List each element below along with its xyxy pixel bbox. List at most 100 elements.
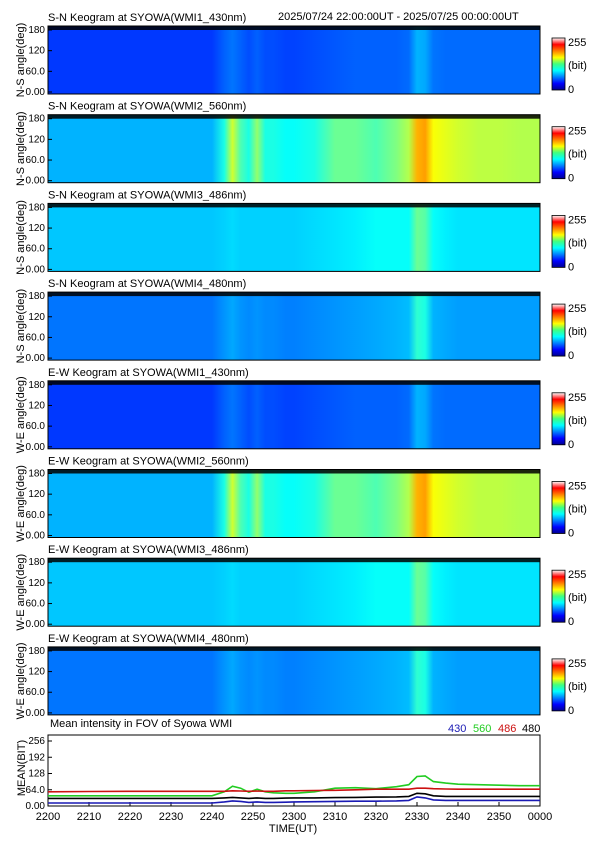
panel-y-axis-label: W-E angle(deg) xyxy=(15,554,27,631)
keogram-panel-6: E-W Keogram at SYOWA(WMI2_560nm)180 120 60… xyxy=(15,456,587,542)
x-axis-label: TIME(UT) xyxy=(269,823,317,835)
mean-y-tick-label: 64.0 xyxy=(26,785,46,796)
x-tick-label: 0000 xyxy=(528,811,552,823)
keogram-image xyxy=(48,114,540,183)
keogram-top-edge xyxy=(48,469,540,474)
y-tick-label: 180 xyxy=(28,557,45,568)
keogram-frame xyxy=(47,557,541,627)
mean-plot-frame xyxy=(47,734,541,807)
x-tick-label: 2310 xyxy=(323,811,347,823)
colorbar-min-label: 0 xyxy=(568,261,574,273)
panel-y-axis-label: N-S angle(deg) xyxy=(15,200,27,275)
y-tick-label: 180 xyxy=(28,114,45,125)
panel-y-axis-label: W-E angle(deg) xyxy=(15,465,27,542)
y-tick-label: 0.00 xyxy=(26,353,46,364)
colorbar-max-label: 255 xyxy=(568,569,586,581)
panel-y-axis-label: N-S angle(deg) xyxy=(15,111,27,186)
keogram-top-edge xyxy=(48,203,540,208)
colorbar-max-label: 255 xyxy=(568,481,586,493)
keogram-panel-7: E-W Keogram at SYOWA(WMI3_486nm)180 120 60… xyxy=(15,544,587,630)
colorbar-max-label: 255 xyxy=(568,126,586,138)
panel-y-axis-label: W-E angle(deg) xyxy=(15,376,27,453)
y-tick-label: 60.0 xyxy=(26,599,46,610)
keogram-panel-4: S-N Keogram at SYOWA(WMI4_480nm)180 120 60… xyxy=(15,278,587,364)
series-line-486 xyxy=(47,787,540,793)
y-tick-label: 60.0 xyxy=(26,332,46,343)
x-tick-label: 2210 xyxy=(77,811,101,823)
colorbar xyxy=(551,569,566,623)
colorbar-min-label: 0 xyxy=(568,350,574,362)
y-tick-label: 180 xyxy=(28,646,45,657)
keogram-frame xyxy=(47,380,541,450)
colorbar xyxy=(551,392,566,446)
y-tick-label: 0.00 xyxy=(26,442,46,453)
keogram-top-edge xyxy=(48,558,540,563)
mean-panel-title: Mean intensity in FOV of Syowa WMI xyxy=(50,718,232,730)
keogram-top-edge xyxy=(48,646,540,651)
y-tick-label: 60.0 xyxy=(26,421,46,432)
y-tick-label: 60.0 xyxy=(26,687,46,698)
series-line-560 xyxy=(48,775,540,797)
y-tick-label: 120 xyxy=(28,223,45,234)
keogram-panel-1: S-N Keogram at SYOWA(WMI1_430nm)180 120 60… xyxy=(15,12,587,98)
colorbar xyxy=(551,37,566,91)
panel-title: S-N Keogram at SYOWA(WMI2_560nm) xyxy=(48,101,246,113)
colorbar-min-label: 0 xyxy=(568,173,574,185)
colorbar-max-label: 255 xyxy=(568,214,586,226)
colorbar-unit-label: (bit) xyxy=(568,237,587,249)
colorbar-max-label: 255 xyxy=(568,37,586,49)
x-tick-label: 2330 xyxy=(405,811,429,823)
colorbar xyxy=(551,303,566,357)
colorbar xyxy=(551,658,566,712)
mean-y-axis-label: MEAN(BIT) xyxy=(16,740,28,796)
colorbar xyxy=(551,481,566,534)
keogram-panel-3: S-N Keogram at SYOWA(WMI3_486nm)180 120 60… xyxy=(15,189,587,275)
colorbar-unit-label: (bit) xyxy=(568,592,587,604)
y-tick-label: 180 xyxy=(28,291,45,302)
x-tick-label: 2320 xyxy=(364,811,388,823)
x-tick-label: 2340 xyxy=(446,811,470,823)
y-tick-label: 0.00 xyxy=(26,264,46,275)
colorbar-unit-label: (bit) xyxy=(568,60,587,72)
keogram-top-edge xyxy=(48,292,540,297)
colorbar-unit-label: (bit) xyxy=(568,149,587,161)
y-tick-label: 180 xyxy=(28,380,45,391)
series-line-480 xyxy=(48,792,540,800)
y-tick-label: 0.00 xyxy=(26,708,46,719)
y-tick-label: 0.00 xyxy=(26,619,46,630)
y-tick-label: 120 xyxy=(28,489,45,500)
y-tick-label: 120 xyxy=(28,46,45,57)
mean-y-tick-label: 192 xyxy=(28,752,45,763)
colorbar xyxy=(551,126,566,180)
legend-480: 480 xyxy=(522,723,540,735)
legend-486: 486 xyxy=(498,723,516,735)
colorbar-min-label: 0 xyxy=(568,705,574,717)
keogram-frame xyxy=(47,469,541,538)
y-tick-label: 0.00 xyxy=(26,531,46,542)
panel-title: E-W Keogram at SYOWA(WMI2_560nm) xyxy=(48,456,249,468)
keogram-frame xyxy=(47,291,541,361)
keogram-top-edge xyxy=(48,114,540,119)
y-tick-label: 120 xyxy=(28,312,45,323)
time-range-header: 2025/07/24 22:00:00UT - 2025/07/25 00:00… xyxy=(278,11,519,23)
keogram-image xyxy=(48,292,540,361)
y-tick-label: 120 xyxy=(28,667,45,678)
y-tick-label: 120 xyxy=(28,578,45,589)
x-tick-label: 2350 xyxy=(487,811,511,823)
keogram-image xyxy=(48,469,540,538)
x-tick-label: 2240 xyxy=(200,811,224,823)
panel-title: S-N Keogram at SYOWA(WMI4_480nm) xyxy=(48,278,246,290)
x-tick-label: 2250 xyxy=(241,811,265,823)
keogram-image xyxy=(48,558,540,627)
mean-intensity-panel: Mean intensity in FOV of Syowa WMI 430 5… xyxy=(16,718,552,835)
mean-y-tick-label: 256 xyxy=(28,736,45,747)
keogram-image xyxy=(48,646,540,715)
keogram-frame xyxy=(47,25,541,95)
x-tick-label: 2200 xyxy=(36,811,60,823)
panel-y-axis-label: N-S angle(deg) xyxy=(15,23,27,98)
y-tick-label: 180 xyxy=(28,25,45,36)
panel-title: E-W Keogram at SYOWA(WMI1_430nm) xyxy=(48,367,249,379)
panel-y-axis-label: W-E angle(deg) xyxy=(15,642,27,719)
x-tick-label: 2300 xyxy=(282,811,306,823)
